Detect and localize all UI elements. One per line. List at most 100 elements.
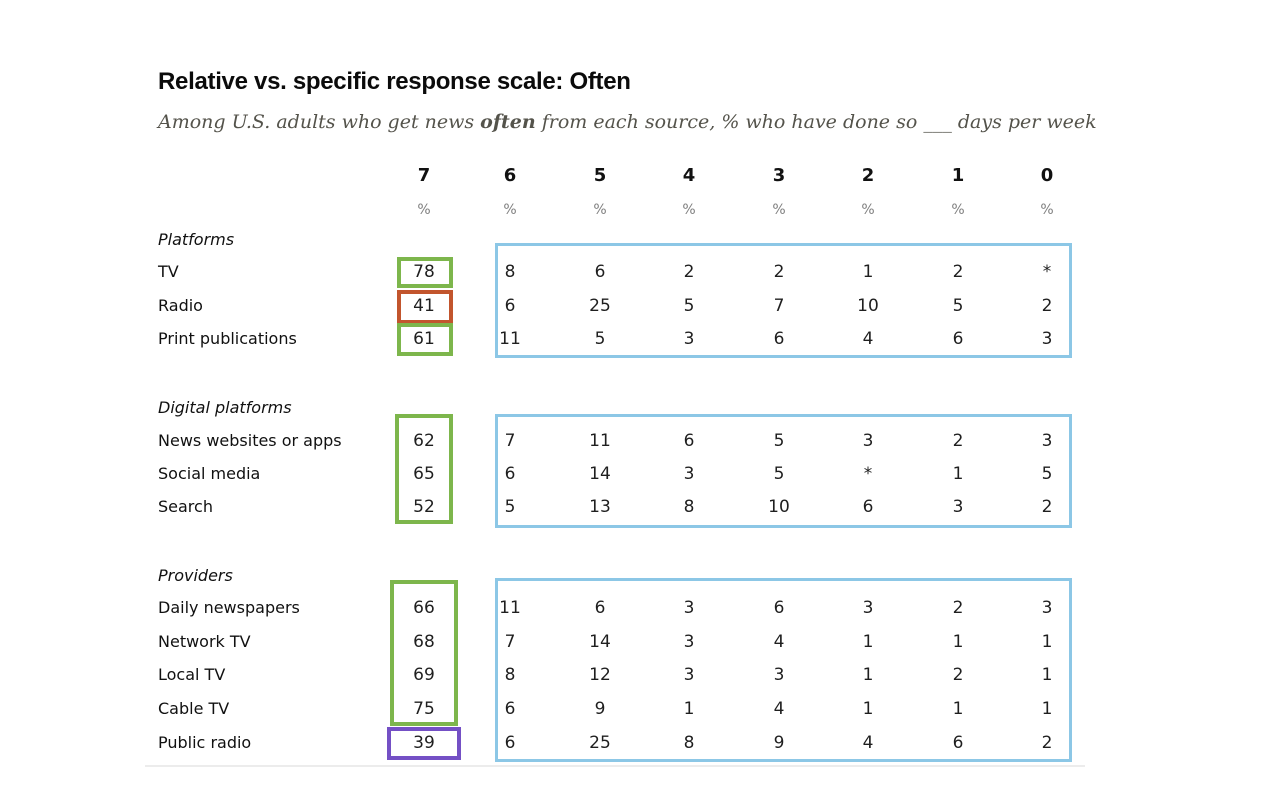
cell: 6 <box>683 431 695 451</box>
table-row-daily-newspapers: Daily newspapers 66 11 6 3 6 3 2 3 <box>0 591 1274 625</box>
cell: 61 <box>413 329 435 349</box>
cell: 8 <box>504 262 516 282</box>
cell: 11 <box>589 431 611 451</box>
cell: 2 <box>952 262 964 282</box>
row-label: News websites or apps <box>158 431 342 450</box>
cell: 2 <box>773 262 785 282</box>
cell: 3 <box>862 431 874 451</box>
row-label: Network TV <box>158 632 251 651</box>
table-row-tv: TV 78 8 6 2 2 1 2 * <box>0 255 1274 289</box>
cell: 2 <box>952 431 964 451</box>
cell: 1 <box>862 699 874 719</box>
cell: 6 <box>504 699 516 719</box>
row-label: TV <box>158 262 179 281</box>
percent-sign: % <box>682 202 696 218</box>
cell: 3 <box>952 497 964 517</box>
cell: 6 <box>504 296 516 316</box>
cell: 8 <box>683 733 695 753</box>
table-row-print-publications: Print publications 61 11 5 3 6 4 6 3 <box>0 322 1274 356</box>
cell: 1 <box>1041 699 1053 719</box>
cell: 9 <box>594 699 606 719</box>
cell: 52 <box>413 497 435 517</box>
cell: 25 <box>589 733 611 753</box>
cell: 4 <box>773 699 785 719</box>
cell: 3 <box>683 598 695 618</box>
cell: 1 <box>862 262 874 282</box>
group-outline-blue-digital <box>495 414 1072 528</box>
cell: 1 <box>952 699 964 719</box>
table-row-cable-tv: Cable TV 75 6 9 1 4 1 1 1 <box>0 692 1274 726</box>
percent-sign: % <box>503 202 517 218</box>
table-row-social-media: Social media 65 6 14 3 5 * 1 5 <box>0 457 1274 491</box>
cell: 66 <box>413 598 435 618</box>
row-label: Search <box>158 497 213 516</box>
column-header-3: 3 <box>772 165 786 186</box>
cell: 5 <box>683 296 695 316</box>
cell: 78 <box>413 262 435 282</box>
cell: 6 <box>504 464 516 484</box>
column-header-0: 0 <box>1040 165 1054 186</box>
cell: 1 <box>1041 632 1053 652</box>
cell: 5 <box>1041 464 1053 484</box>
row-label: Radio <box>158 296 203 315</box>
column-header-5: 5 <box>593 165 607 186</box>
cell: 62 <box>413 431 435 451</box>
bottom-divider <box>145 765 1085 767</box>
subtitle-pre: Among U.S. adults who get news <box>158 111 481 133</box>
row-label: Print publications <box>158 329 297 348</box>
column-header-2: 2 <box>861 165 875 186</box>
cell: 69 <box>413 665 435 685</box>
cell: 41 <box>413 296 435 316</box>
cell: 12 <box>589 665 611 685</box>
cell: 1 <box>952 464 964 484</box>
table-row-search: Search 52 5 13 8 10 6 3 2 <box>0 490 1274 524</box>
section-header-platforms: Platforms <box>0 223 1274 257</box>
percent-sign: % <box>417 202 431 218</box>
highlight-box-green-tv <box>397 257 453 288</box>
cell: 7 <box>504 431 516 451</box>
column-header-6: 6 <box>503 165 517 186</box>
cell: 8 <box>683 497 695 517</box>
percent-sign: % <box>772 202 786 218</box>
cell: 3 <box>1041 431 1053 451</box>
section-header-digital-platforms: Digital platforms <box>0 391 1274 425</box>
cell: 3 <box>683 329 695 349</box>
subtitle-emphasis: often <box>480 111 536 133</box>
cell: 68 <box>413 632 435 652</box>
cell: 3 <box>1041 329 1053 349</box>
cell: 2 <box>683 262 695 282</box>
percent-sign: % <box>1040 202 1054 218</box>
cell: 2 <box>1041 296 1053 316</box>
cell: 6 <box>594 598 606 618</box>
cell: 5 <box>773 431 785 451</box>
highlight-box-green-providers <box>390 580 458 726</box>
cell: 1 <box>1041 665 1053 685</box>
page-title: Relative vs. specific response scale: Of… <box>158 68 631 95</box>
cell: 3 <box>683 632 695 652</box>
row-label: Cable TV <box>158 699 230 718</box>
cell: 6 <box>773 598 785 618</box>
cell: 13 <box>589 497 611 517</box>
table-row-local-tv: Local TV 69 8 12 3 3 1 2 1 <box>0 658 1274 692</box>
section-label: Digital platforms <box>158 398 292 417</box>
cell: 1 <box>952 632 964 652</box>
cell: 3 <box>683 464 695 484</box>
cell: 4 <box>862 733 874 753</box>
column-header-4: 4 <box>682 165 696 186</box>
group-outline-blue-providers <box>495 578 1072 762</box>
cell: 6 <box>952 733 964 753</box>
cell: 6 <box>773 329 785 349</box>
cell: 4 <box>773 632 785 652</box>
table-row-news-websites: News websites or apps 62 7 11 6 5 3 2 3 <box>0 424 1274 458</box>
cell: 6 <box>504 733 516 753</box>
cell: 75 <box>413 699 435 719</box>
cell: 3 <box>862 598 874 618</box>
cell: 65 <box>413 464 435 484</box>
cell: 9 <box>773 733 785 753</box>
cell: 6 <box>594 262 606 282</box>
subtitle-post: from each source, % who have done so ___… <box>535 111 1097 133</box>
section-label: Providers <box>158 566 233 585</box>
highlight-box-green-print <box>397 323 453 356</box>
group-outline-blue-platforms <box>495 243 1072 358</box>
